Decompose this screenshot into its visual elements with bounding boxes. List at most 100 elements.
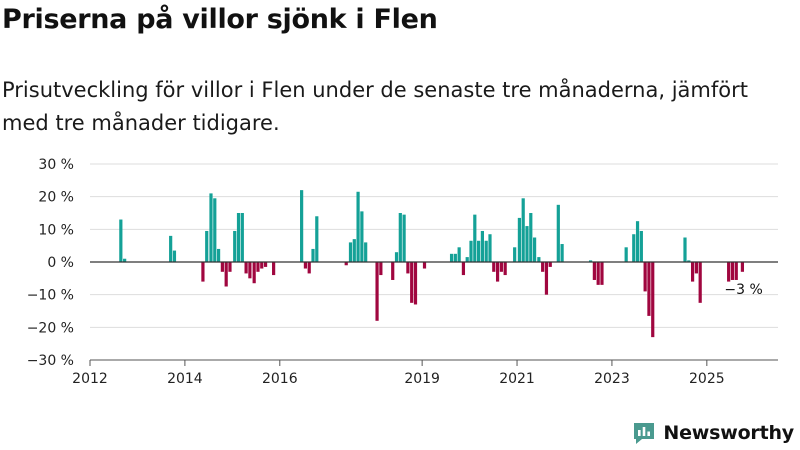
bar-negative xyxy=(303,262,308,269)
bar-positive xyxy=(300,190,304,262)
bar-positive xyxy=(402,214,406,262)
bar-negative xyxy=(647,262,651,316)
bar-positive xyxy=(209,193,213,262)
bar-positive xyxy=(639,230,643,262)
bar-positive xyxy=(480,230,484,262)
bar-negative xyxy=(260,262,264,269)
bar-negative xyxy=(391,262,395,280)
bar-positive xyxy=(356,191,360,262)
bar-positive xyxy=(453,253,457,262)
chart-subtitle: Prisutveckling för villor i Flen under d… xyxy=(2,78,748,135)
bar-positive xyxy=(398,213,402,262)
bar-positive xyxy=(169,235,173,262)
bar-positive xyxy=(236,213,241,262)
bar-positive xyxy=(240,213,244,262)
bar-positive xyxy=(394,252,399,262)
bar-negative xyxy=(651,262,655,338)
bar-negative xyxy=(413,262,418,305)
bar-positive xyxy=(624,247,628,262)
bar-negative xyxy=(256,262,260,272)
bar-negative xyxy=(375,262,379,321)
bar-positive xyxy=(477,240,481,262)
bar-positive xyxy=(457,247,461,262)
bar-positive xyxy=(348,242,353,262)
y-tick-label: 30 % xyxy=(38,157,74,173)
bar-positive xyxy=(352,239,356,262)
bar-positive xyxy=(488,234,492,262)
bar-negative xyxy=(503,262,507,276)
bar-positive xyxy=(449,253,454,262)
bar-negative xyxy=(544,262,549,295)
bar-negative xyxy=(643,262,647,292)
bar-positive xyxy=(525,226,529,262)
bar-negative xyxy=(461,262,466,276)
bar-positive xyxy=(469,240,473,262)
bar-positive xyxy=(311,248,315,262)
bar-positive xyxy=(529,213,533,262)
bar-negative xyxy=(410,262,414,303)
bar-negative xyxy=(344,262,348,266)
bar-negative xyxy=(252,262,256,284)
bar-positive xyxy=(588,260,593,262)
bar-negative xyxy=(224,262,228,287)
brand-name: Newsworthy xyxy=(663,422,794,444)
bar-positive xyxy=(473,214,477,262)
bar-positive xyxy=(556,204,560,262)
x-tick-label: 2023 xyxy=(594,371,630,387)
bar-positive xyxy=(364,242,368,262)
bar-negative xyxy=(422,262,427,269)
y-tick-label: −30 % xyxy=(27,353,74,369)
bar-negative xyxy=(694,262,698,274)
bar-positive xyxy=(315,216,319,262)
bar-negative xyxy=(248,262,252,279)
bar-negative xyxy=(541,262,545,272)
bar-negative xyxy=(499,262,503,272)
x-tick-label: 2012 xyxy=(72,371,108,387)
newsworthy-icon xyxy=(634,423,655,444)
bar-negative xyxy=(596,262,600,285)
bar-negative xyxy=(228,262,232,272)
bar-positive xyxy=(683,237,687,262)
bar-positive xyxy=(513,247,517,262)
bar-positive xyxy=(123,258,127,262)
x-tick-label: 2016 xyxy=(262,371,298,387)
bar-negative xyxy=(244,262,248,274)
latest-value-annotation: −3 % xyxy=(724,282,762,298)
bar-positive xyxy=(537,257,541,262)
bar-positive xyxy=(521,198,525,262)
bar-negative xyxy=(592,262,596,280)
bar-positive xyxy=(205,230,209,262)
bar-positive xyxy=(560,244,564,262)
x-tick-label: 2019 xyxy=(404,371,440,387)
bar-negative xyxy=(727,262,731,282)
bar-negative xyxy=(740,262,745,272)
bar-positive xyxy=(484,240,488,262)
bar-negative xyxy=(272,262,276,276)
y-tick-label: −10 % xyxy=(27,288,74,304)
bar-negative xyxy=(379,262,383,276)
x-tick-label: 2021 xyxy=(499,371,535,387)
bar-negative xyxy=(600,262,604,285)
bar-positive xyxy=(635,221,640,262)
bar-positive xyxy=(532,237,537,262)
brand-logo: Newsworthy xyxy=(631,418,794,448)
y-tick-label: 0 % xyxy=(47,255,74,271)
bar-negative xyxy=(220,262,224,272)
bar-negative xyxy=(406,262,410,274)
bar-negative xyxy=(201,262,205,282)
bar-positive xyxy=(119,219,123,262)
bar-positive xyxy=(216,248,221,262)
bar-negative xyxy=(495,262,500,282)
price-change-chart: 30 % 20 % 10 % 0 % −10 % −20 % −30 % 2012 2014 20… xyxy=(27,157,778,387)
bar-negative xyxy=(263,262,268,267)
y-tick-label: 10 % xyxy=(38,222,74,238)
bar-negative xyxy=(307,262,311,274)
y-tick-label: 20 % xyxy=(38,190,74,206)
x-tick-label: 2025 xyxy=(689,371,725,387)
bar-negative xyxy=(730,262,735,280)
bar-positive xyxy=(233,230,237,262)
bar-positive xyxy=(360,211,364,262)
bar-negative xyxy=(548,262,552,267)
bar-negative xyxy=(698,262,702,303)
